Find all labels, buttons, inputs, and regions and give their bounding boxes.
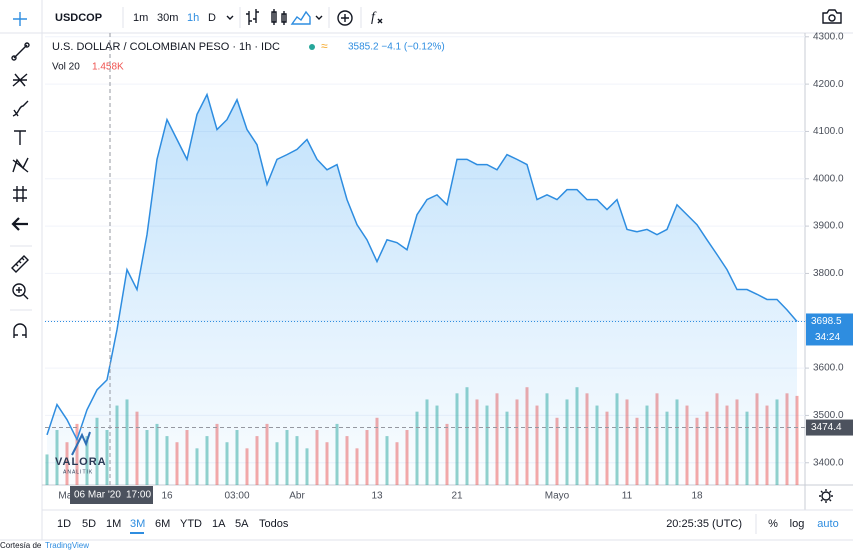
area-fill — [47, 94, 797, 485]
range-button-active[interactable]: 3M — [130, 518, 145, 530]
y-tick-label: 3900.0 — [813, 221, 844, 232]
footer-prefix: Cortesía de — [0, 541, 42, 550]
left-toolbar — [10, 12, 32, 338]
crosshair-price-box — [806, 419, 853, 436]
last-price-box — [806, 313, 853, 346]
footer-brand[interactable]: TradingView — [45, 541, 89, 550]
price-line — [46, 92, 798, 442]
x-tick-label: 18 — [691, 491, 703, 502]
watermark-sub: ANALITIK — [63, 469, 93, 475]
x-tick-label: 11 — [622, 491, 633, 502]
bars-style-button[interactable] — [246, 9, 259, 25]
compare-button[interactable] — [337, 10, 353, 26]
indicators-icon — [377, 18, 383, 24]
pattern-tool[interactable] — [12, 157, 29, 173]
y-tick-label: 3800.0 — [813, 268, 844, 279]
trend-line-tool[interactable] — [11, 42, 30, 61]
last-price-label: 3698.5 — [811, 316, 842, 327]
x-tick-label: Mayo — [545, 491, 570, 502]
crosshair-date: 06 Mar '20 — [74, 490, 121, 501]
y-tick-label: 3600.0 — [813, 363, 844, 374]
ruler-tool[interactable] — [11, 255, 29, 273]
crosshair-tool[interactable] — [13, 12, 27, 26]
x-tick-label: Abr — [289, 491, 305, 502]
x-tick-label: Mar — [58, 491, 76, 502]
watermark-name: VALORA — [55, 456, 107, 468]
clock: 20:25:35 (UTC) — [666, 518, 742, 530]
style-dropdown[interactable] — [315, 15, 323, 20]
crosshair-time: 17:00 — [126, 490, 151, 501]
interval-button[interactable]: 30m — [157, 12, 178, 24]
snapshot-button[interactable] — [822, 9, 842, 24]
x-tick-label: 21 — [451, 491, 463, 502]
quote: 3585.2 −4.1 (−0.12%) — [348, 42, 445, 53]
y-tick-label: 4000.0 — [813, 173, 844, 184]
range-button[interactable]: Todos — [259, 518, 289, 530]
data-status: ≈ — [321, 39, 328, 53]
range-button[interactable]: 5A — [235, 518, 249, 530]
market-status — [309, 44, 315, 50]
interval-dropdown[interactable] — [226, 15, 234, 20]
y-tick-label: 3400.0 — [813, 457, 844, 468]
log-button[interactable]: log — [790, 518, 805, 530]
range-button[interactable]: 1D — [57, 518, 71, 530]
area-style-button[interactable] — [290, 10, 311, 25]
range-button[interactable]: 6M — [155, 518, 170, 530]
indicators-button[interactable]: f — [371, 10, 377, 25]
interval-button[interactable]: 1m — [133, 12, 148, 24]
fib-tool[interactable] — [12, 73, 28, 87]
y-tick-label: 4300.0 — [813, 31, 844, 42]
x-tick-label: 13 — [371, 491, 383, 502]
range-button[interactable]: 1M — [106, 518, 121, 530]
text-tool[interactable] — [14, 130, 26, 145]
range-button[interactable]: 1A — [212, 518, 226, 530]
brush-tool[interactable] — [12, 100, 29, 117]
symbol[interactable]: USDCOP — [55, 12, 102, 24]
range-buttons: 1D 5D 1M 3M 6M YTD 1A 5A Todos — [57, 518, 289, 534]
watermark-logo — [71, 431, 91, 456]
countdown: 34:24 — [815, 332, 840, 343]
volume-value-label: 1.458K — [92, 62, 124, 73]
prediction-tool[interactable] — [13, 186, 27, 202]
chart-title: U.S. DOLLAR / COLOMBIAN PESO · 1h · IDC — [52, 41, 280, 53]
range-button[interactable]: 5D — [82, 518, 96, 530]
x-tick-label: 16 — [161, 491, 173, 502]
auto-button[interactable]: auto — [817, 518, 838, 530]
interval-button[interactable]: D — [208, 12, 216, 24]
plot: 3400.03500.03600.03700.03800.03900.04000… — [45, 31, 853, 504]
crosshair-time-box — [70, 486, 153, 504]
interval-button-active[interactable]: 1h — [187, 12, 199, 24]
volume-name: Vol 20 — [52, 62, 80, 73]
candles-style-button[interactable] — [271, 9, 287, 25]
y-tick-label: 3500.0 — [813, 410, 844, 421]
percent-button[interactable]: % — [768, 518, 778, 530]
crosshair-price-label: 3474.4 — [811, 422, 842, 433]
y-tick-label: 4100.0 — [813, 126, 844, 137]
settings-button[interactable] — [819, 489, 833, 503]
zoom-tool[interactable] — [12, 283, 29, 300]
magnet-tool[interactable] — [13, 323, 27, 338]
back-tool[interactable] — [11, 217, 28, 231]
y-tick-label: 4200.0 — [813, 79, 844, 90]
range-button[interactable]: YTD — [180, 518, 202, 530]
x-tick-label: 03:00 — [224, 491, 249, 502]
